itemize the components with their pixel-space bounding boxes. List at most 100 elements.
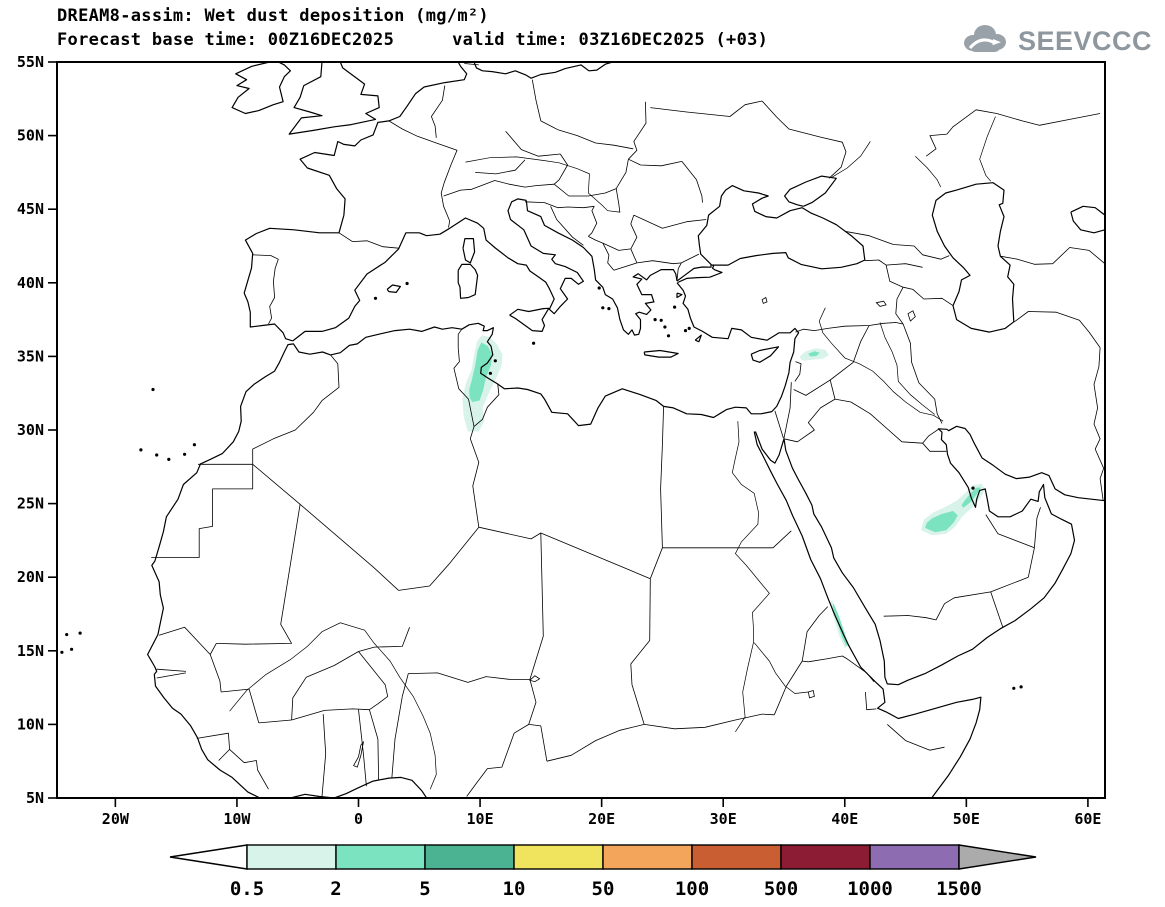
country-border-path [156, 672, 186, 679]
country-border-path [388, 120, 458, 228]
deposition-layer [462, 335, 986, 648]
colorbar-label: 1500 [936, 878, 982, 900]
river-path [979, 116, 996, 182]
country-border-path [588, 236, 615, 271]
colorbar-label: 1000 [847, 878, 893, 900]
lat-tick-label: 40N [17, 274, 44, 292]
country-border-path [903, 286, 954, 306]
country-border-path [156, 668, 186, 672]
country-border-path [252, 254, 279, 325]
seevccc-logo: SEEVCCC [959, 22, 1152, 60]
country-border-path [464, 63, 479, 66]
lat-tick-label: 5N [26, 789, 44, 807]
country-border-path [229, 749, 269, 790]
colorbar-segment [602, 844, 693, 870]
coastline-path [290, 776, 428, 798]
island-dot [405, 281, 409, 286]
colorbar-label: 10 [503, 878, 526, 900]
deposition-patch-gulf-saudi-core [925, 511, 958, 533]
island-dot [659, 318, 663, 322]
country-border-path [553, 153, 568, 185]
coastline-path [1070, 205, 1105, 234]
coastline-path [697, 185, 866, 270]
country-border-path [662, 530, 792, 549]
colorbar-segment [424, 844, 515, 870]
country-border-path [844, 230, 950, 260]
river-path [731, 421, 770, 732]
island-dot [78, 631, 82, 635]
country-border-path [887, 724, 945, 751]
coastline-path [457, 263, 479, 299]
country-border-path [358, 627, 410, 652]
island-dot [971, 486, 975, 490]
coastline-path [386, 284, 401, 293]
river-path [465, 156, 620, 213]
lake-outline [761, 296, 768, 304]
colorbar-segment [869, 844, 960, 870]
coastline-path [754, 425, 1105, 686]
colorbar-label: 50 [592, 878, 615, 900]
lat-tick-label: 35N [17, 347, 44, 365]
coastline-path [676, 292, 683, 299]
islands-layer [60, 281, 1023, 690]
island-dot [1019, 685, 1023, 689]
colorbar: 0.5 2 5 10 50 100 500 1000 1500 [169, 844, 1037, 900]
colorbar-label: 5 [419, 878, 430, 900]
country-border-path [990, 547, 1035, 593]
lake-outline [353, 740, 365, 768]
colorbar-segment [691, 844, 782, 870]
country-border-path [633, 101, 647, 142]
coastline-path [931, 182, 1015, 333]
country-border-path [466, 679, 537, 797]
country-border-path [529, 532, 544, 680]
lakes-layer [353, 296, 916, 768]
lon-tick-label: 20W [102, 810, 130, 828]
country-border-path [291, 651, 359, 721]
country-border-path [990, 591, 1004, 628]
island-dot [139, 448, 143, 452]
country-border-path [829, 325, 870, 381]
country-border-path [473, 383, 500, 427]
country-border-path [865, 691, 877, 711]
country-border-path [795, 322, 904, 333]
country-border-path [391, 696, 403, 778]
lon-tick-label: 20E [588, 810, 615, 828]
country-border-path [1000, 247, 1105, 265]
lat-tick-label: 25N [17, 495, 44, 513]
country-border-path [469, 426, 480, 528]
country-border-path [151, 464, 254, 558]
country-border-path [660, 406, 664, 548]
river-path [915, 155, 942, 188]
lon-tick-label: 10E [467, 810, 494, 828]
island-dot [532, 341, 536, 345]
country-border-path [550, 206, 584, 246]
lake-outline [529, 675, 541, 683]
country-border-path [478, 526, 651, 580]
country-border-path [801, 606, 829, 662]
country-border-path [531, 79, 542, 121]
country-border-path [681, 161, 703, 203]
country-border-path [453, 328, 475, 427]
country-border-path [475, 159, 526, 175]
country-border-path [369, 709, 379, 780]
country-border-path [895, 287, 904, 325]
logo-text: SEEVCCC [1017, 25, 1152, 56]
lake-outline [807, 689, 815, 699]
island-dot [167, 457, 171, 461]
coastline-path [473, 62, 613, 79]
lon-tick-label: 50E [953, 810, 980, 828]
island-dot [183, 452, 187, 456]
coastline-path [243, 62, 468, 342]
country-border-path [216, 504, 301, 645]
country-border-path [528, 724, 548, 762]
country-border-path [630, 248, 638, 264]
country-border-path [829, 379, 836, 400]
country-border-path [158, 626, 217, 655]
island-dot [155, 453, 159, 457]
country-border-path [922, 442, 947, 452]
island-dot [683, 329, 688, 333]
lat-tick-label: 30N [17, 421, 44, 439]
country-border-path [221, 688, 260, 724]
country-border-path [1014, 311, 1101, 348]
lake-outline [907, 310, 916, 322]
